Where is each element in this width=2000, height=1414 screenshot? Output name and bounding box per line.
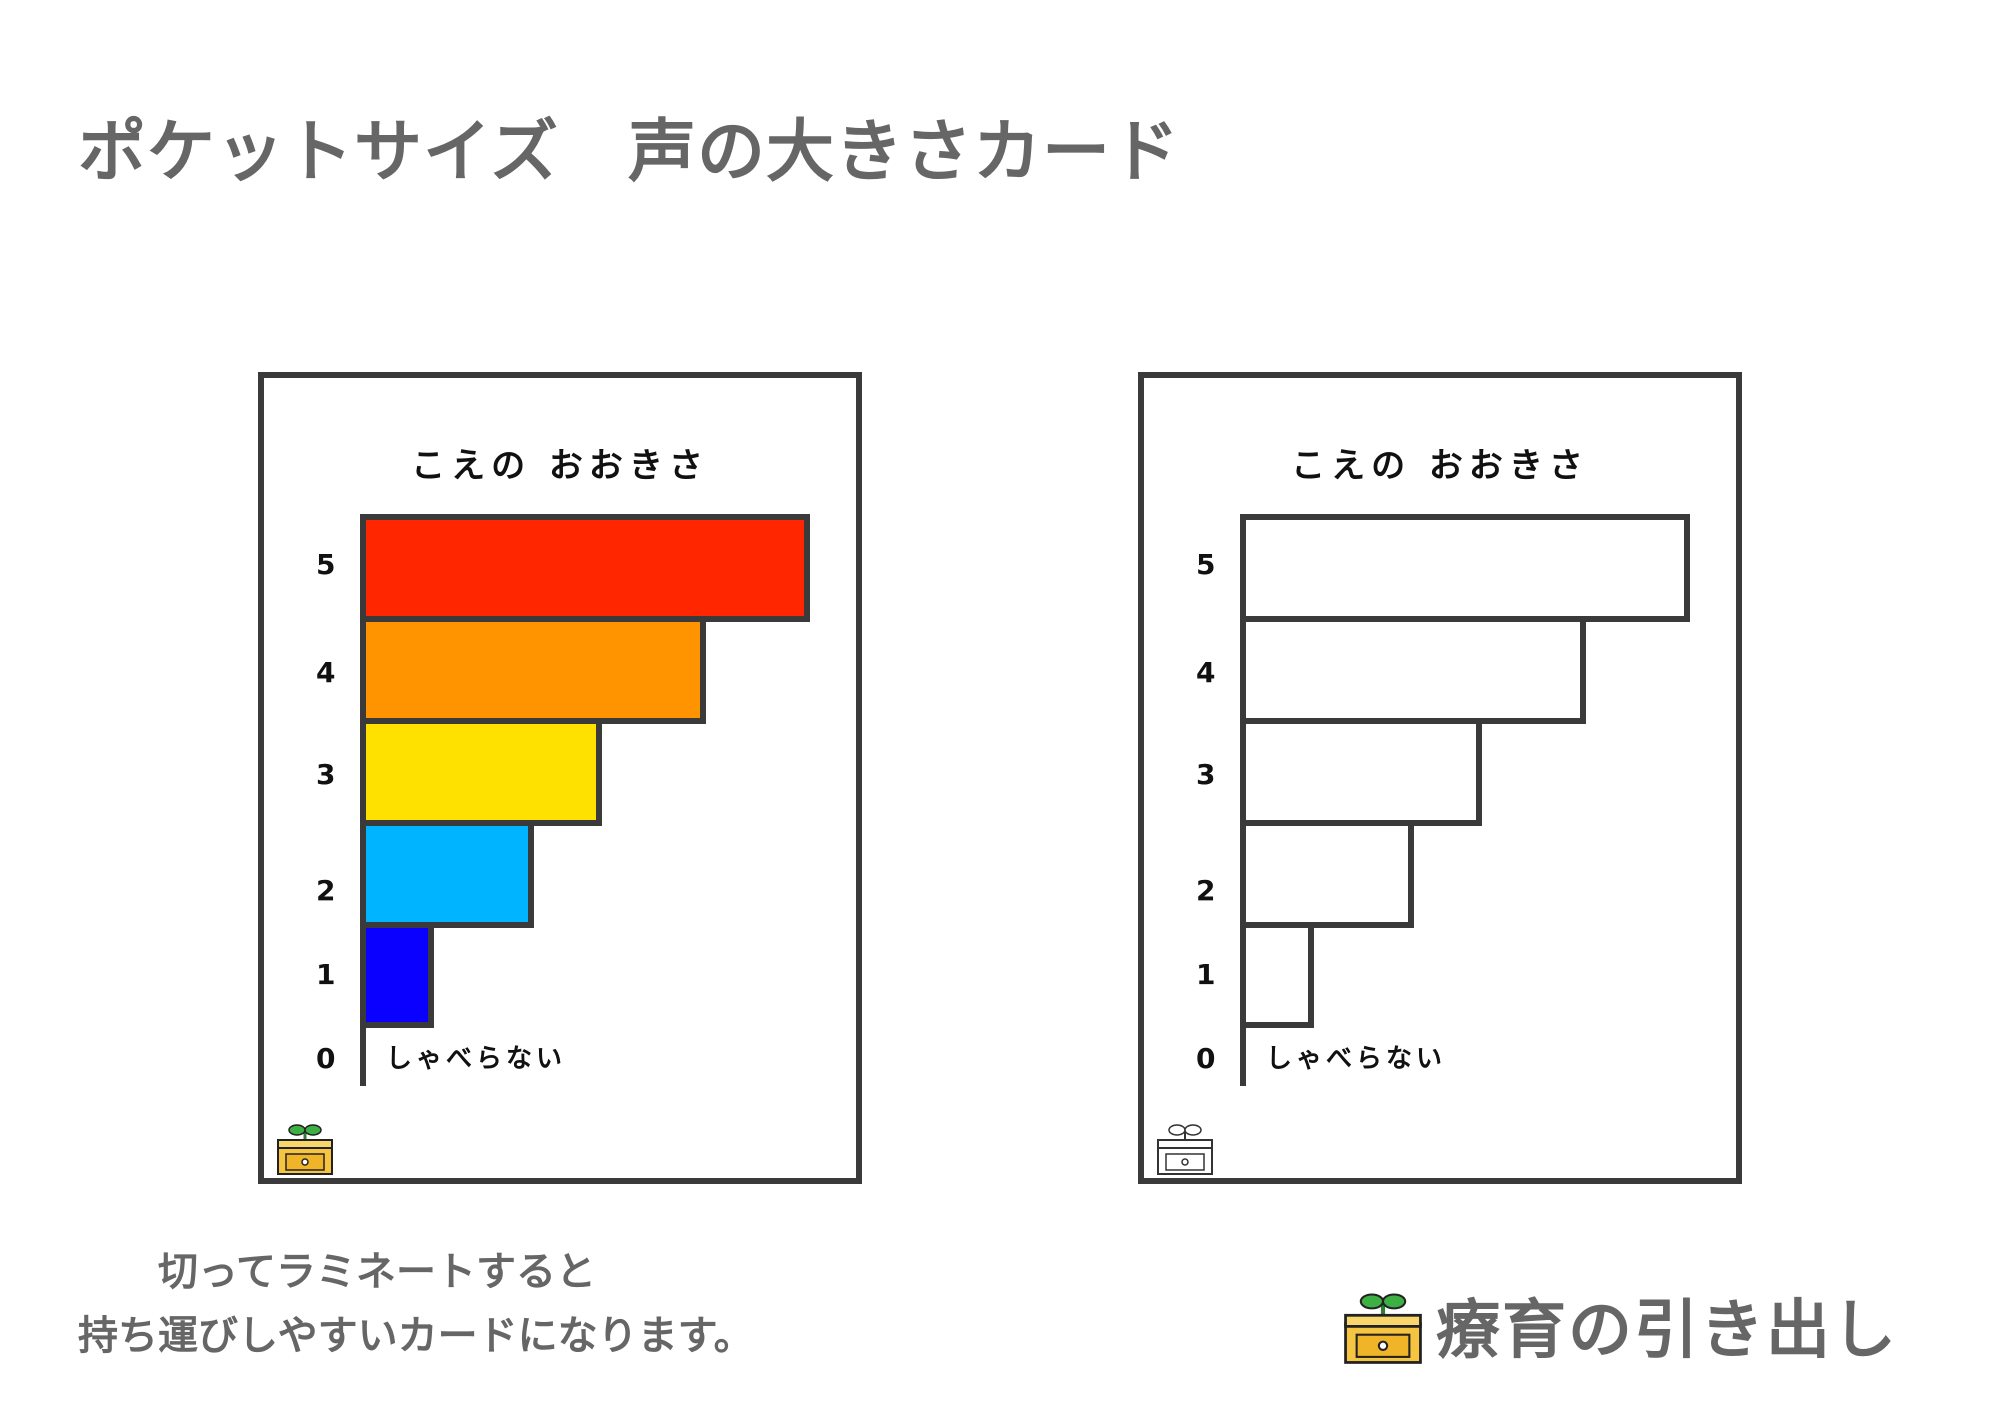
level-number-2: 2 [316,874,336,907]
level-bar-2 [1240,820,1414,928]
level-bar-5 [360,514,810,622]
voice-card-color: こえの おおきさ 5 4 3 2 1 0 しゃべらない [258,372,862,1184]
zero-level-label: しゃべらない [1266,1044,1447,1074]
sprout-box-icon [1344,1293,1422,1364]
level-bar-5 [1240,514,1690,622]
level-bar-2 [360,820,534,928]
level-bar-4 [1240,616,1586,724]
level-bar-4 [360,616,706,724]
level-bar-1 [1240,922,1314,1028]
level-number-0: 0 [316,1042,336,1075]
level-bar-3 [1240,718,1482,826]
level-number-5: 5 [316,548,336,581]
level-number-3: 3 [316,758,336,791]
level-number-0: 0 [1196,1042,1216,1075]
level-bar-1 [360,922,434,1028]
instructions-text: 切ってラミネートすると 持ち運びしやすいカードになります。 [78,1249,754,1359]
level-number-2: 2 [1196,874,1216,907]
brand-name: 療育の引き出し [1436,1294,1898,1368]
level-number-4: 4 [1196,656,1216,689]
voice-card-blank: こえの おおきさ 5 4 3 2 1 0 しゃべらない [1138,372,1742,1184]
level-number-3: 3 [1196,758,1216,791]
card-title: こえの おおきさ [411,446,709,486]
brand-logo: 療育の引き出し [1340,1280,1898,1370]
level-bar-3 [360,718,602,826]
level-number-1: 1 [316,958,336,991]
level-number-5: 5 [1196,548,1216,581]
sprout-box-outline-icon [1157,1124,1213,1175]
page-title: ポケットサイズ 声の大きさカード [78,113,1180,192]
zero-level-label: しゃべらない [386,1044,567,1074]
level-number-4: 4 [316,656,336,689]
card-title: こえの おおきさ [1291,446,1589,486]
sprout-box-logo-icon [277,1124,333,1175]
level-number-1: 1 [1196,958,1216,991]
